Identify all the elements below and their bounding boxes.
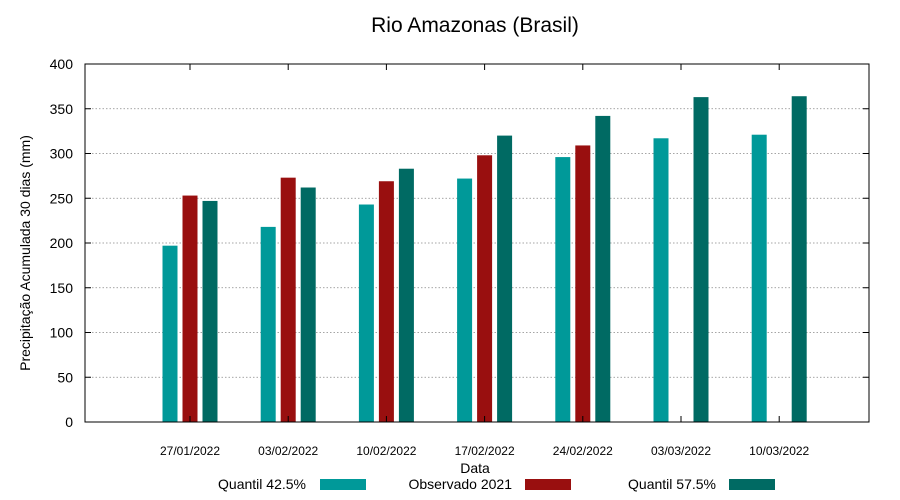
legend: Quantil 42.5% Observado 2021 Quantil 57.5%	[218, 476, 775, 492]
y-axis-ticks: 0 50 100 150 200 250 300 350 400	[50, 56, 869, 430]
legend-swatch	[320, 479, 366, 490]
bar-quantil-57-5	[497, 135, 513, 422]
y-axis-label: Precipitação Acumulada 30 dias (mm)	[17, 135, 33, 371]
y-tick-label: 400	[50, 56, 74, 72]
y-tick-label: 100	[50, 325, 74, 341]
y-tick-label: 200	[50, 235, 74, 251]
legend-label: Quantil 42.5%	[218, 476, 306, 492]
y-tick-label: 150	[50, 280, 74, 296]
x-tick-label: 03/02/2022	[258, 444, 318, 458]
legend-swatch	[525, 479, 571, 490]
x-tick-label: 24/02/2022	[553, 444, 613, 458]
bar-observado-2021	[378, 181, 394, 422]
y-tick-label: 250	[50, 190, 74, 206]
bar-observado-2021	[477, 155, 493, 423]
bar-quantil-57-5	[693, 97, 709, 423]
bar-quantil-57-5	[398, 168, 414, 422]
bar-observado-2021	[280, 177, 296, 422]
y-tick-label: 300	[50, 146, 74, 162]
legend-swatch	[729, 479, 775, 490]
y-tick-label: 0	[65, 414, 73, 430]
bar-quantil-57-5	[791, 96, 807, 422]
x-tick-label: 03/03/2022	[651, 444, 711, 458]
bar-quantil-57-5	[300, 187, 316, 422]
bar-quantil-42-5	[653, 138, 669, 422]
bar-quantil-42-5	[555, 157, 571, 422]
bar-observado-2021	[575, 145, 591, 422]
x-axis-label: Data	[460, 460, 490, 476]
x-axis-ticks: 27/01/2022 03/02/2022 10/02/2022 17/02/2022…	[160, 64, 810, 458]
bars	[162, 96, 807, 423]
chart-title: Rio Amazonas (Brasil)	[371, 14, 579, 37]
x-tick-label: 27/01/2022	[160, 444, 220, 458]
bar-quantil-42-5	[457, 178, 473, 422]
bar-quantil-42-5	[751, 134, 767, 422]
y-tick-label: 350	[50, 101, 74, 117]
bar-quantil-57-5	[202, 200, 218, 422]
bar-quantil-42-5	[162, 245, 178, 422]
legend-label: Quantil 57.5%	[628, 476, 716, 492]
x-tick-label: 10/03/2022	[749, 444, 809, 458]
y-tick-label: 50	[57, 369, 73, 385]
legend-label: Observado 2021	[408, 476, 512, 492]
bar-quantil-42-5	[358, 204, 374, 422]
bar-quantil-57-5	[595, 115, 611, 422]
x-tick-label: 17/02/2022	[455, 444, 515, 458]
x-tick-label: 10/02/2022	[356, 444, 416, 458]
bar-quantil-42-5	[260, 226, 276, 422]
bar-observado-2021	[182, 195, 198, 422]
